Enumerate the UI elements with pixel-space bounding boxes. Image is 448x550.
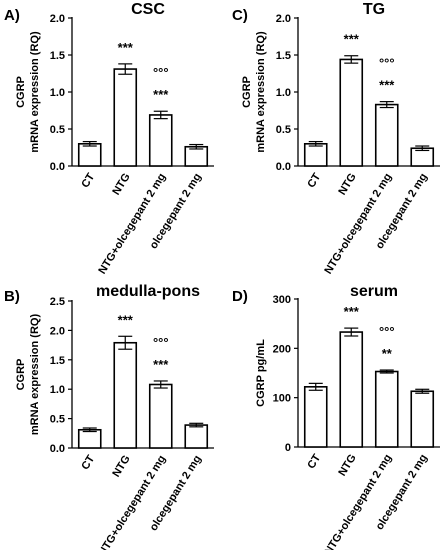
y-axis-label-line: CGRP: [241, 76, 253, 108]
panel-label: A): [4, 7, 20, 24]
y-tick-label: 300: [273, 294, 291, 306]
x-tick-label: CT: [79, 453, 97, 472]
bar: [77, 143, 102, 167]
y-axis-label-line: CGRP pg/mL: [255, 339, 267, 407]
chart-panel-4: D) serum CGRP pg/mL 0 100 200 300 CT NTGNTG+olce…: [232, 283, 440, 550]
y-tick-label: 200: [273, 343, 291, 355]
x-tick-label: NTG+olcegepant 2 mg: [322, 171, 394, 276]
y-tick-label: 0: [285, 442, 291, 454]
x-tick-label: NTG+olcegepant 2 mg: [96, 453, 168, 550]
x-tick-label: CT: [79, 171, 97, 190]
significance-marker: °°°: [153, 335, 169, 350]
x-tick-label: NTG: [336, 452, 358, 478]
y-axis-label-line: mRNA expression (RQ): [255, 31, 267, 153]
chart-title: medulla-pons: [96, 283, 200, 300]
bar: [148, 114, 173, 167]
bar: [303, 143, 328, 167]
y-tick-label: 1.0: [50, 384, 65, 396]
panel-label: B): [4, 288, 20, 305]
y-axis-label: CGRP pg/mL: [255, 339, 267, 407]
y-tick-label: 1.0: [276, 87, 291, 99]
y-axis-label: CGRP mRNA expression (RQ): [241, 31, 267, 153]
y-tick-label: 2.5: [50, 296, 65, 308]
y-tick-label: 2.0: [50, 325, 65, 337]
y-axis-label-line: CGRP: [15, 76, 27, 108]
bar: [184, 145, 209, 167]
chart-title: TG: [363, 1, 385, 18]
y-axis-label: CGRP mRNA expression (RQ): [15, 31, 41, 153]
significance-marker: ***: [379, 78, 395, 93]
x-tick-label: CT: [305, 171, 323, 190]
significance-marker: ***: [153, 87, 169, 102]
bar: [410, 390, 435, 448]
bar: [184, 424, 209, 449]
x-tick-label: CT: [305, 452, 323, 471]
y-tick-label: 100: [273, 393, 291, 405]
significance-marker: °°°: [379, 324, 395, 339]
significance-marker: ***: [153, 357, 169, 372]
significance-marker: **: [382, 346, 393, 361]
x-tick-label: NTG: [110, 453, 132, 479]
y-tick-label: 0.0: [276, 161, 291, 173]
y-tick-label: 1.5: [50, 50, 65, 62]
panel-label: D): [232, 288, 248, 305]
bar: [339, 331, 364, 448]
significance-marker: ***: [118, 312, 134, 327]
chart-panel-2: C) TG CGRP mRNA expression (RQ) 0.0 0.5 1.0 1.5…: [232, 1, 440, 276]
x-tick-label: NTG+olcegepant 2 mg: [322, 452, 394, 550]
bar: [148, 383, 173, 449]
significance-marker: ***: [344, 304, 360, 319]
y-tick-label: 0.5: [276, 124, 291, 136]
chart-title: CSC: [131, 1, 165, 18]
bar: [113, 341, 138, 449]
y-tick-label: 0.5: [50, 124, 65, 136]
bar: [303, 386, 328, 448]
chart-panel-3: B) medulla-pons CGRP mRNA expression (RQ) 0.…: [4, 283, 214, 550]
significance-marker: ***: [118, 40, 134, 55]
x-tick-label: NTG: [110, 171, 132, 197]
y-tick-label: 1.5: [276, 50, 291, 62]
y-tick-label: 1.5: [50, 355, 65, 367]
y-axis-label-line: mRNA expression (RQ): [29, 314, 41, 436]
x-tick-label: NTG+olcegepant 2 mg: [96, 171, 168, 276]
y-tick-label: 1.0: [50, 87, 65, 99]
y-axis-label-line: mRNA expression (RQ): [29, 31, 41, 153]
y-tick-label: 0.0: [50, 443, 65, 455]
chart-panel-1: A) CSC CGRP mRNA expression (RQ) 0.0 0.5 1.0 1.…: [4, 1, 214, 276]
x-tick-label: NTG: [336, 171, 358, 197]
y-tick-label: 2.0: [50, 13, 65, 25]
bar: [113, 68, 138, 167]
bar: [374, 370, 399, 448]
y-axis-label-line: CGRP: [15, 359, 27, 391]
chart-title: serum: [350, 283, 398, 300]
significance-marker: ***: [344, 32, 360, 47]
y-axis-label: CGRP mRNA expression (RQ): [15, 314, 41, 436]
y-tick-label: 0.0: [50, 161, 65, 173]
significance-marker: °°°: [153, 65, 169, 80]
bar: [374, 103, 399, 167]
y-tick-label: 2.0: [276, 13, 291, 25]
y-tick-label: 0.5: [50, 414, 65, 426]
panel-label: C): [232, 7, 248, 24]
bar: [339, 58, 364, 167]
bar: [77, 428, 102, 449]
significance-marker: °°°: [379, 56, 395, 71]
